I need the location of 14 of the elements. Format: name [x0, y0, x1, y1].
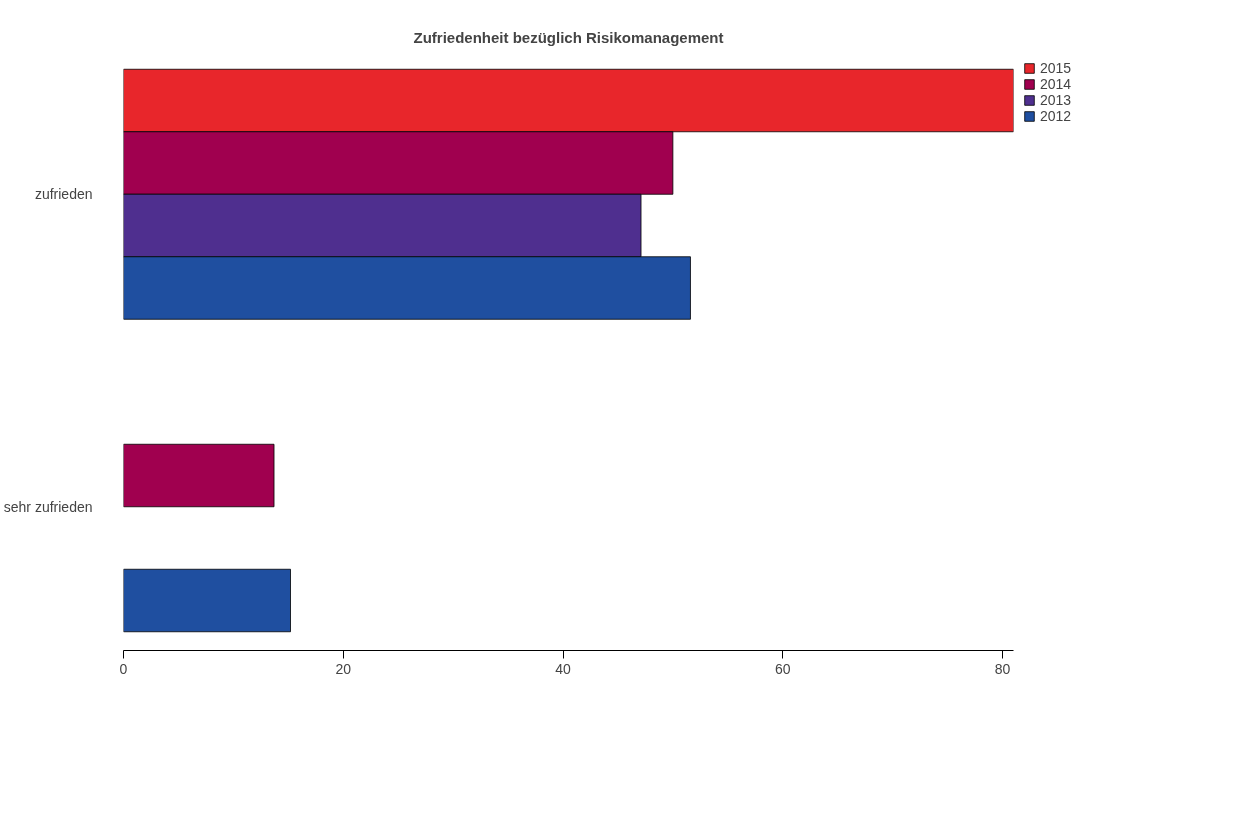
y-tick-label: sehr zufrieden: [3, 498, 93, 515]
legend-label: 2012: [1040, 108, 1072, 124]
chart-title: Zufriedenheit bezüglich Risikomanagement: [413, 28, 724, 46]
x-tick-label: 40: [555, 660, 572, 677]
x-tick-label: 0: [119, 660, 128, 677]
legend-label: 2013: [1040, 92, 1072, 108]
x-tick-label: 80: [994, 660, 1011, 677]
legend-label: 2014: [1040, 76, 1072, 92]
y-tick-label: zufrieden: [34, 186, 93, 203]
bar: [123, 443, 275, 508]
bar: [123, 568, 291, 633]
x-tick-label: 20: [335, 660, 352, 677]
legend-label: 2015: [1040, 60, 1072, 76]
x-tick-label: 60: [774, 660, 791, 677]
